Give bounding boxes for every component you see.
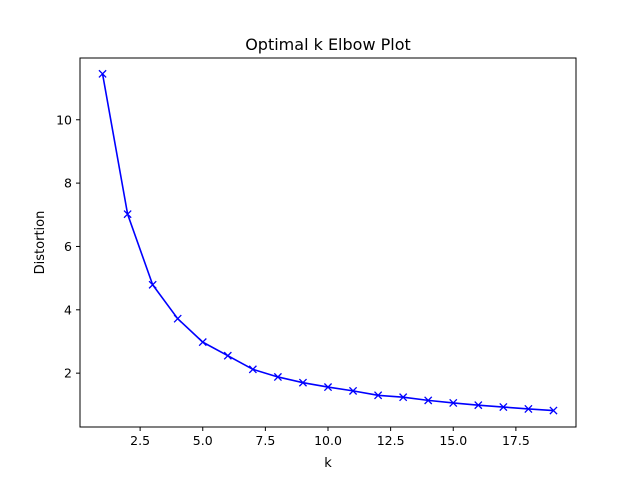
data-point-marker (424, 396, 433, 405)
data-point-marker (524, 404, 533, 414)
y-tick-label: 2 (64, 366, 72, 381)
data-point-marker (148, 280, 157, 289)
y-axis-label: Distortion (33, 211, 48, 275)
data-point-marker (348, 386, 358, 395)
data-point-marker (273, 372, 282, 382)
data-point-marker (323, 383, 333, 392)
x-tick-label: 15.0 (439, 433, 467, 448)
x-tick-label: 2.5 (130, 433, 150, 448)
y-tick-label: 8 (64, 176, 72, 191)
data-point-marker (98, 69, 107, 78)
data-point-marker (549, 406, 558, 415)
chart-title: Optimal k Elbow Plot (245, 35, 411, 54)
data-point-marker (173, 314, 182, 323)
data-point-marker (399, 393, 408, 402)
data-point-marker (449, 398, 458, 407)
plot-area: 2.5 5.0 7.5 10.0 12.5 15.0 17.5 2 4 6 8 10 (56, 69, 558, 448)
data-point-marker (298, 378, 308, 387)
data-point-marker (223, 351, 232, 360)
x-tick-label: 17.5 (502, 433, 530, 448)
data-point-marker (374, 391, 383, 400)
data-point-marker (499, 402, 508, 412)
data-point-marker (248, 365, 257, 374)
y-tick-label: 4 (64, 302, 72, 317)
x-tick-label: 5.0 (193, 433, 213, 448)
data-point-marker (123, 210, 132, 219)
x-axis-label: k (324, 456, 332, 471)
y-tick-label: 10 (56, 112, 72, 127)
x-tick-label: 7.5 (255, 433, 275, 448)
x-tick-label: 12.5 (377, 433, 405, 448)
x-tick-label: 10.0 (314, 433, 342, 448)
y-tick-label: 6 (64, 239, 72, 254)
data-point-marker (198, 338, 207, 347)
data-point-marker (474, 401, 483, 410)
plot-frame (79, 57, 577, 428)
